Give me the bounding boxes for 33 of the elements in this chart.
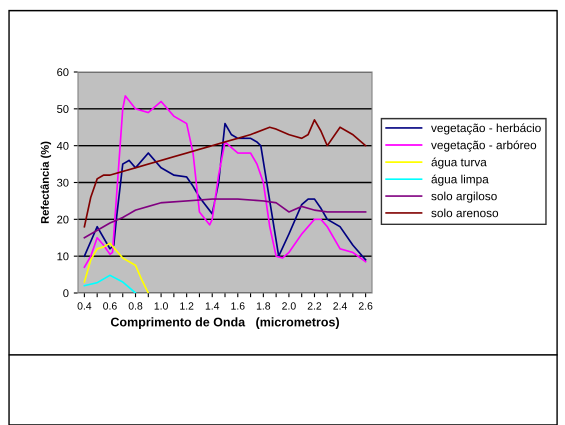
x-tick-label: 1.4 — [206, 302, 220, 310]
x-tick-label: 1.8 — [256, 302, 270, 310]
y-tick-label: 10 — [57, 252, 69, 260]
x-tick-label: 2.2 — [308, 302, 322, 310]
line-series — [84, 119, 366, 228]
y-tick-label: 0 — [63, 289, 69, 298]
x-tick-label: 1.0 — [154, 302, 168, 310]
line-series — [84, 122, 366, 261]
y-tick-label: 30 — [57, 178, 69, 187]
x-tick-label: 2.0 — [282, 302, 296, 310]
y-tick-label: 50 — [57, 105, 69, 113]
x-tick-label: 2.6 — [358, 302, 372, 310]
x-tick-label: 2.4 — [333, 302, 347, 310]
x-tick-label: 0.6 — [103, 302, 117, 310]
legend-label: solo argiloso — [431, 192, 497, 203]
x-tick-label: 0.8 — [128, 302, 142, 310]
line-series — [84, 274, 136, 293]
legend-label: vegetação - herbácio — [431, 123, 541, 135]
y-tick-label: 40 — [56, 142, 69, 150]
y-tick-label: 20 — [57, 216, 69, 224]
x-tick-label: 0.4 — [78, 302, 92, 310]
line-series — [84, 242, 150, 293]
line-series — [84, 95, 366, 268]
x-axis-title: Comprimento de Onda (micrometros) — [110, 317, 339, 329]
x-tick-label: 1.6 — [231, 302, 245, 310]
legend-label: vegetação - arbóreo — [431, 140, 536, 152]
legend-label: solo arenoso — [431, 208, 498, 218]
x-tick-label: 1.2 — [180, 302, 194, 310]
legend-label: água turva — [432, 158, 487, 169]
y-tick-label: 60 — [57, 68, 69, 76]
line-series — [84, 198, 366, 239]
legend-label: água limpa — [432, 174, 489, 186]
y-axis-title: Refectância (%) — [40, 142, 52, 224]
